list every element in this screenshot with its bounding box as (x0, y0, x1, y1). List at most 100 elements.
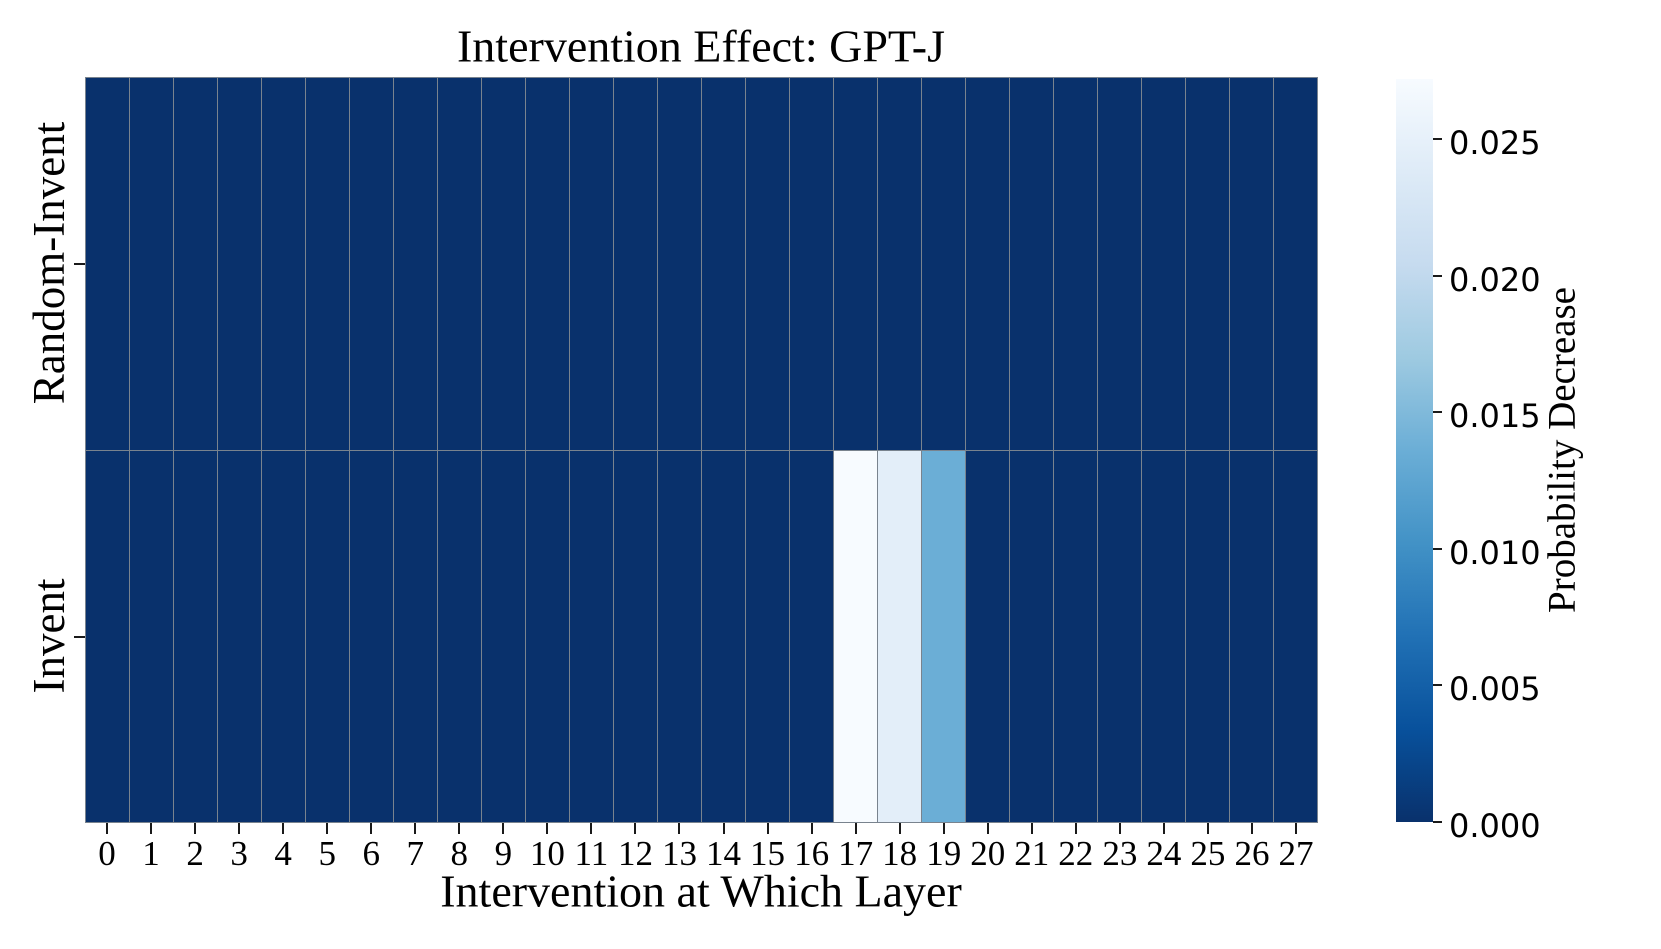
x-tick-mark (986, 823, 989, 834)
x-tick-label: 1 (142, 834, 160, 873)
colorbar-tick-label: 0.005 (1449, 670, 1541, 709)
x-tick-mark (370, 823, 373, 834)
heatmap-cell (526, 450, 569, 822)
heatmap-cell (702, 78, 745, 450)
heatmap-cell (1274, 78, 1317, 450)
colorbar-tick-mark (1433, 684, 1442, 687)
x-tick-label: 3 (230, 834, 248, 873)
heatmap-cell (482, 450, 525, 822)
heatmap-cell (1230, 78, 1273, 450)
x-tick-label: 25 (1190, 834, 1226, 873)
heatmap-cell (130, 78, 173, 450)
colorbar-tick-mark (1433, 138, 1442, 141)
heatmap-cell (658, 450, 701, 822)
heatmap-cell (218, 450, 261, 822)
x-tick-label: 15 (750, 834, 786, 873)
x-tick-label: 26 (1234, 834, 1270, 873)
x-tick-mark (1294, 823, 1297, 834)
heatmap-cell (966, 450, 1009, 822)
heatmap-cell (746, 450, 789, 822)
colorbar-tick-mark (1433, 411, 1442, 414)
heatmap-cell (1274, 450, 1317, 822)
x-tick-label: 22 (1058, 834, 1094, 873)
x-tick-label: 14 (706, 834, 742, 873)
heatmap-cell (1010, 78, 1053, 450)
x-tick-mark (1206, 823, 1209, 834)
x-tick-label: 6 (362, 834, 380, 873)
colorbar-tick-mark (1433, 821, 1442, 823)
x-tick-mark (502, 823, 505, 834)
x-tick-label: 19 (926, 834, 962, 873)
heatmap-cell (306, 78, 349, 450)
heatmap-cell (438, 78, 481, 450)
colorbar-tick-mark (1433, 274, 1442, 277)
x-tick-mark (1118, 823, 1121, 834)
colorbar-tick-mark (1433, 547, 1442, 550)
x-tick-mark (458, 823, 461, 834)
heatmap-cell (834, 450, 877, 822)
x-tick-label: 9 (494, 834, 513, 873)
x-tick-mark (194, 823, 197, 834)
x-tick-mark (106, 823, 109, 834)
heatmap-cell (878, 450, 921, 822)
heatmap-cell (834, 78, 877, 450)
heatmap-cell (526, 78, 569, 450)
heatmap-cell (1142, 450, 1185, 822)
x-tick-mark (942, 823, 945, 834)
x-tick-label: 21 (1014, 834, 1050, 873)
x-tick-mark (1030, 823, 1033, 834)
x-tick-label: 18 (882, 834, 918, 873)
x-tick-mark (766, 823, 769, 834)
heatmap-cell (1142, 78, 1185, 450)
x-tick-label: 27 (1278, 834, 1314, 873)
x-tick-mark (238, 823, 241, 834)
heatmap-cell (394, 450, 437, 822)
heatmap-cell (570, 450, 613, 822)
heatmap-cell (218, 78, 261, 450)
heatmap-cell (306, 450, 349, 822)
x-tick-label: 4 (274, 834, 292, 873)
heatmap-cell (174, 450, 217, 822)
y-tick-mark (74, 262, 85, 265)
heatmap-cell (130, 450, 173, 822)
heatmap-cell (790, 78, 833, 450)
x-tick-mark (326, 823, 329, 834)
heatmap-cell (262, 450, 305, 822)
heatmap-cell (482, 78, 525, 450)
heatmap-cell (1098, 78, 1141, 450)
heatmap-cell (394, 78, 437, 450)
x-tick-mark (898, 823, 901, 834)
x-tick-label: 17 (838, 834, 874, 873)
heatmap-cell (790, 450, 833, 822)
x-tick-label: 24 (1146, 834, 1182, 873)
heatmap-cell (350, 78, 393, 450)
x-tick-label: 13 (661, 834, 697, 873)
colorbar-tick-label: 0.020 (1449, 260, 1541, 299)
y-tick-label-random-invent: Random-Invent (24, 121, 74, 405)
x-tick-label: 11 (574, 834, 609, 873)
heatmap-cell (1230, 450, 1273, 822)
x-tick-label: 23 (1102, 834, 1138, 873)
heatmap-grid (85, 77, 1318, 823)
heatmap-cell (438, 450, 481, 822)
heatmap-cell (614, 450, 657, 822)
heatmap-cell (614, 78, 657, 450)
x-tick-mark (1250, 823, 1253, 834)
heatmap-cell (922, 450, 965, 822)
colorbar-tick-label: 0.015 (1449, 397, 1541, 436)
x-tick-mark (414, 823, 417, 834)
colorbar-label: Probability Decrease (1540, 287, 1584, 613)
heatmap-cell (1098, 450, 1141, 822)
heatmap-cell (1054, 78, 1097, 450)
x-tick-label: 7 (406, 834, 425, 873)
x-tick-mark (150, 823, 153, 834)
x-tick-label: 8 (450, 834, 469, 873)
heatmap-cell (966, 78, 1009, 450)
x-tick-label: 2 (186, 834, 204, 873)
x-tick-mark (1162, 823, 1165, 834)
heatmap-cell (570, 78, 613, 450)
heatmap-cell (86, 450, 129, 822)
x-tick-mark (1074, 823, 1077, 834)
y-tick-label-invent: Invent (24, 578, 74, 694)
chart-title: Intervention Effect: GPT-J (456, 20, 946, 72)
